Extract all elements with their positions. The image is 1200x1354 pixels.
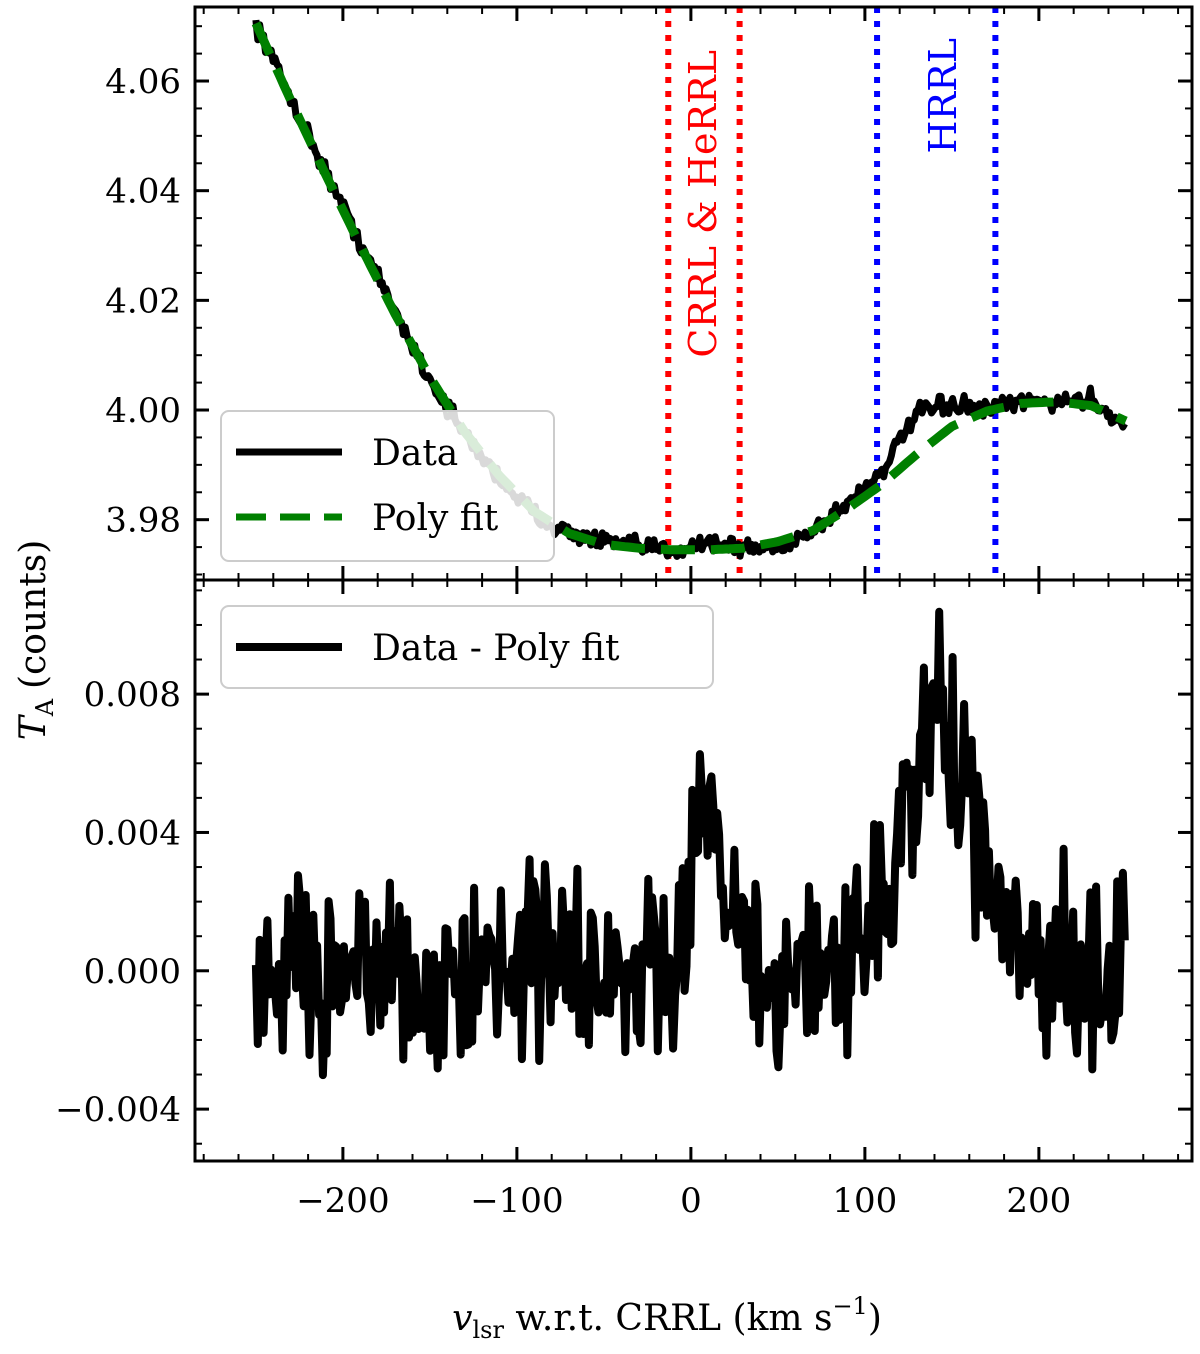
legend-data-label: Data xyxy=(372,433,458,474)
y-tick-label: 4.00 xyxy=(105,391,181,431)
x-axis-subscript: lsr xyxy=(472,1316,504,1344)
legend-bottom-box xyxy=(220,605,714,689)
y-axis-title: TA (counts) xyxy=(13,540,59,741)
legend-polyfit-label: Poly fit xyxy=(372,498,499,539)
y-axis-units: (counts) xyxy=(13,540,54,689)
legend-top: Data Poly fit xyxy=(220,410,555,562)
y-tick-label: 4.04 xyxy=(105,172,181,212)
top-panel: 3.98 4.00 4.02 4.04 4.06 CRRL & HeRRL HRRL D… xyxy=(105,5,1194,582)
y-tick-label: 0.008 xyxy=(84,675,181,715)
y-tick-label: 4.02 xyxy=(105,281,181,321)
x-axis-close: ) xyxy=(868,1298,882,1339)
x-tick-label: 200 xyxy=(1006,1181,1071,1221)
top-ticks: 3.98 4.00 4.02 4.04 4.06 xyxy=(105,7,1192,580)
y-tick-label: 3.98 xyxy=(105,501,181,541)
bottom-ticks: −0.004 0.000 0.004 0.008 xyxy=(55,580,1192,1161)
y-axis-symbol: T xyxy=(13,713,54,740)
region-label-crrl: CRRL & HeRRL xyxy=(681,50,725,358)
series-residual xyxy=(251,607,1129,1080)
y-tick-label: 0.000 xyxy=(84,952,181,992)
x-tick-label: 100 xyxy=(832,1181,897,1221)
x-axis-symbol: v xyxy=(452,1298,472,1339)
x-axis-title: vlsr w.r.t. CRRL (km s−1) xyxy=(452,1292,882,1344)
region-label-hrrl: HRRL xyxy=(921,38,965,154)
legend-bottom: Data - Poly fit xyxy=(220,605,714,689)
bottom-series xyxy=(251,607,1129,1080)
x-tick-label: −200 xyxy=(296,1181,389,1221)
y-tick-label: 0.004 xyxy=(84,813,181,853)
x-axis-superscript: −1 xyxy=(832,1292,867,1320)
x-tick-labels: −200 −100 0 100 200 xyxy=(296,1181,1071,1221)
top-series xyxy=(251,19,1128,560)
bottom-panel: −0.004 0.000 0.004 0.008 Data - Poly fit xyxy=(55,578,1194,1163)
y-tick-label: −0.004 xyxy=(55,1090,181,1130)
y-tick-label: 4.06 xyxy=(105,62,181,102)
series-poly-fit xyxy=(251,21,1128,555)
x-tick-label: −100 xyxy=(470,1181,563,1221)
y-axis-subscript: A xyxy=(31,698,59,717)
x-tick-label: 0 xyxy=(680,1181,702,1221)
bottom-panel-frame xyxy=(193,578,1194,1163)
x-axis-text: w.r.t. CRRL (km s xyxy=(504,1298,833,1339)
legend-residual-label: Data - Poly fit xyxy=(372,628,620,669)
